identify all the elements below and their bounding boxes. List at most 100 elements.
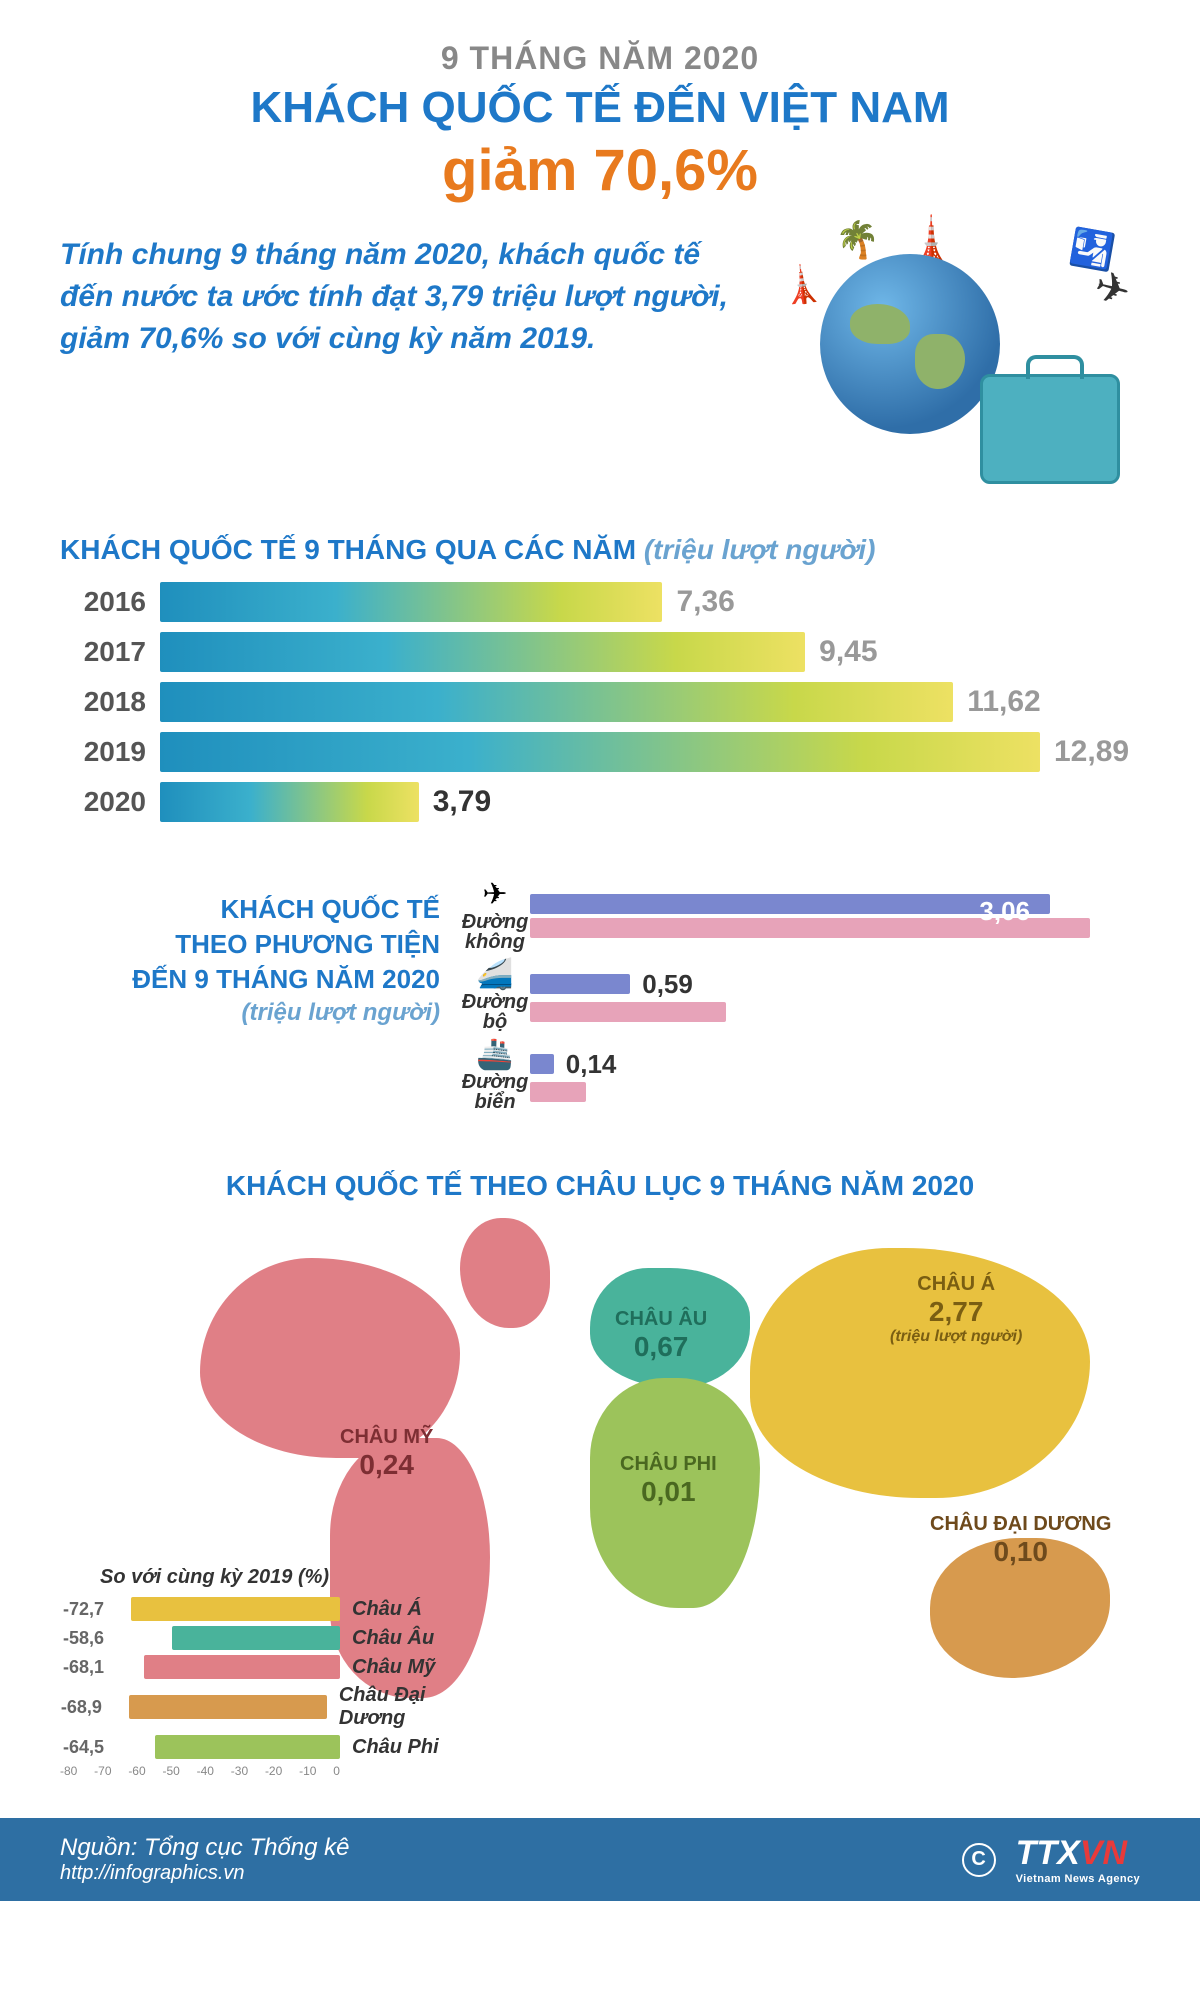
cmp-label: Châu Phi bbox=[352, 1736, 439, 1759]
transport-name: Đường biển bbox=[460, 1072, 530, 1112]
cmp-label: Châu Mỹ bbox=[352, 1656, 435, 1679]
axis-tick: -50 bbox=[162, 1764, 179, 1778]
year-label: 2019 bbox=[60, 736, 160, 768]
continent-value: 2,77 bbox=[890, 1296, 1022, 1328]
cmp-axis: -80-70-60-50-40-30-20-100 bbox=[60, 1764, 340, 1778]
year-bar-wrap: 12,89 bbox=[160, 732, 1140, 772]
yearly-row: 2019 12,89 bbox=[60, 732, 1140, 772]
cmp-bar-area bbox=[110, 1626, 340, 1650]
intro-text: Tính chung 9 tháng năm 2020, khách quốc … bbox=[60, 234, 750, 360]
transport-bar-blue: 3,06 bbox=[530, 894, 1050, 914]
transport-row: ✈Đường không3,06 bbox=[460, 880, 1140, 952]
cmp-bar-area bbox=[110, 1597, 340, 1621]
axis-tick: -80 bbox=[60, 1764, 77, 1778]
continent-value: 0,67 bbox=[615, 1331, 707, 1363]
map-label-oceania: CHÂU ĐẠI DƯƠNG0,10 bbox=[930, 1513, 1111, 1568]
transport-bar-blue bbox=[530, 974, 630, 994]
logo-main: TTX bbox=[1016, 1834, 1080, 1872]
cmp-bar bbox=[144, 1655, 340, 1679]
year-bar-wrap: 9,45 bbox=[160, 632, 1140, 672]
map-label-america: CHÂU MỸ0,24 bbox=[340, 1426, 433, 1481]
transport-bars: 3,06 bbox=[530, 892, 1140, 940]
transport-icon: ✈Đường không bbox=[460, 880, 530, 952]
continent-value: 0,24 bbox=[340, 1449, 433, 1481]
year-value: 12,89 bbox=[1054, 735, 1129, 769]
continent-value: 0,01 bbox=[620, 1476, 717, 1508]
axis-tick: -30 bbox=[231, 1764, 248, 1778]
transport-bars: 0,59 bbox=[530, 969, 1140, 1024]
continent-name: CHÂU ÂU bbox=[615, 1308, 707, 1331]
transport-bars: 0,14 bbox=[530, 1049, 1140, 1104]
header-stat: giảm 70,6% bbox=[60, 137, 1140, 204]
transport-title-1: KHÁCH QUỐC TẾ bbox=[220, 894, 440, 924]
cmp-row: -68,1 Châu Mỹ bbox=[60, 1655, 490, 1679]
cmp-value: -68,9 bbox=[60, 1697, 108, 1718]
transport-section: KHÁCH QUỐC TẾ THEO PHƯƠNG TIỆN ĐẾN 9 THÁ… bbox=[60, 872, 1140, 1120]
yearly-title: KHÁCH QUỐC TẾ 9 THÁNG QUA CÁC NĂM (triệu… bbox=[60, 534, 1140, 566]
header-title: KHÁCH QUỐC TẾ ĐẾN VIỆT NAM bbox=[60, 83, 1140, 133]
continent-unit: (triệu lượt người) bbox=[890, 1328, 1022, 1346]
transport-bar-blue bbox=[530, 1054, 554, 1074]
map-label-europe: CHÂU ÂU0,67 bbox=[615, 1308, 707, 1363]
continent-name: CHÂU ĐẠI DƯƠNG bbox=[930, 1513, 1111, 1536]
yearly-unit: (triệu lượt người) bbox=[644, 534, 876, 565]
suitcase-icon bbox=[980, 374, 1120, 484]
axis-tick: -70 bbox=[94, 1764, 111, 1778]
transport-value: 0,59 bbox=[642, 969, 693, 1000]
year-label: 2018 bbox=[60, 686, 160, 718]
cmp-value: -68,1 bbox=[60, 1657, 110, 1678]
cmp-label: Châu Đại Dương bbox=[339, 1684, 490, 1730]
infographic-page: 9 THÁNG NĂM 2020 KHÁCH QUỐC TẾ ĐẾN VIỆT … bbox=[0, 0, 1200, 1901]
year-label: 2017 bbox=[60, 636, 160, 668]
cmp-bar-area bbox=[110, 1735, 340, 1759]
header-subtitle: 9 THÁNG NĂM 2020 bbox=[60, 40, 1140, 77]
hero-illustration: 🌴 🗼 🗼 🛂 ✈ bbox=[780, 234, 1140, 494]
cmp-bar bbox=[129, 1695, 327, 1719]
site-url: http://infographics.vn bbox=[60, 1862, 350, 1885]
footer: Nguồn: Tổng cục Thống kê http://infograp… bbox=[0, 1818, 1200, 1901]
cmp-title: So với cùng kỳ 2019 (%) bbox=[60, 1566, 490, 1589]
cmp-value: -58,6 bbox=[60, 1628, 110, 1649]
map-label-asia: CHÂU Á2,77(triệu lượt người) bbox=[890, 1273, 1022, 1346]
yearly-title-text: KHÁCH QUỐC TẾ 9 THÁNG QUA CÁC NĂM bbox=[60, 534, 636, 565]
transport-bar-pink bbox=[530, 1002, 726, 1022]
transport-value: 3,06 bbox=[979, 896, 1030, 927]
pisa-icon: 🗼 bbox=[778, 262, 827, 308]
transport-title-3: ĐẾN 9 THÁNG NĂM 2020 bbox=[132, 964, 440, 994]
year-bar-wrap: 3,79 bbox=[160, 782, 1140, 822]
world-map: CHÂU Á2,77(triệu lượt người)CHÂU ÂU0,67C… bbox=[60, 1218, 1140, 1778]
year-bar-wrap: 11,62 bbox=[160, 682, 1140, 722]
comparison-chart: So với cùng kỳ 2019 (%) -72,7 Châu Á -58,6… bbox=[60, 1566, 490, 1778]
year-bar bbox=[160, 782, 419, 822]
year-value: 3,79 bbox=[433, 785, 491, 819]
year-value: 11,62 bbox=[967, 685, 1040, 719]
yearly-row: 2016 7,36 bbox=[60, 582, 1140, 622]
transport-name: Đường không bbox=[460, 912, 530, 952]
globe-icon bbox=[820, 254, 1000, 434]
yearly-row: 2017 9,45 bbox=[60, 632, 1140, 672]
transport-name: Đường bộ bbox=[460, 992, 530, 1032]
year-value: 9,45 bbox=[819, 635, 877, 669]
yearly-chart: 20167,3620179,45201811,62201912,8920203,… bbox=[60, 582, 1140, 822]
greenland-shape bbox=[460, 1218, 550, 1328]
year-bar bbox=[160, 632, 805, 672]
cmp-bar bbox=[155, 1735, 340, 1759]
transport-icon: 🚢Đường biển bbox=[460, 1040, 530, 1112]
cmp-label: Châu Á bbox=[352, 1598, 422, 1621]
year-bar-wrap: 7,36 bbox=[160, 582, 1140, 622]
cmp-label: Châu Âu bbox=[352, 1627, 434, 1650]
cmp-value: -72,7 bbox=[60, 1599, 110, 1620]
year-value: 7,36 bbox=[676, 585, 734, 619]
axis-tick: -10 bbox=[299, 1764, 316, 1778]
continent-name: CHÂU PHI bbox=[620, 1453, 717, 1476]
year-label: 2016 bbox=[60, 586, 160, 618]
cmp-row: -58,6 Châu Âu bbox=[60, 1626, 490, 1650]
header: 9 THÁNG NĂM 2020 KHÁCH QUỐC TẾ ĐẾN VIỆT … bbox=[60, 40, 1140, 204]
transport-icon: 🚄Đường bộ bbox=[460, 960, 530, 1032]
ttxvn-logo: TTXVN Vietnam News Agency bbox=[1016, 1834, 1140, 1885]
axis-tick: 0 bbox=[333, 1764, 340, 1778]
logo-sub: Vietnam News Agency bbox=[1016, 1873, 1140, 1885]
transport-chart: ✈Đường không3,06🚄Đường bộ0,59🚢Đường biển… bbox=[460, 872, 1140, 1120]
cmp-bar-area bbox=[108, 1695, 327, 1719]
continent-name: CHÂU MỸ bbox=[340, 1426, 433, 1449]
